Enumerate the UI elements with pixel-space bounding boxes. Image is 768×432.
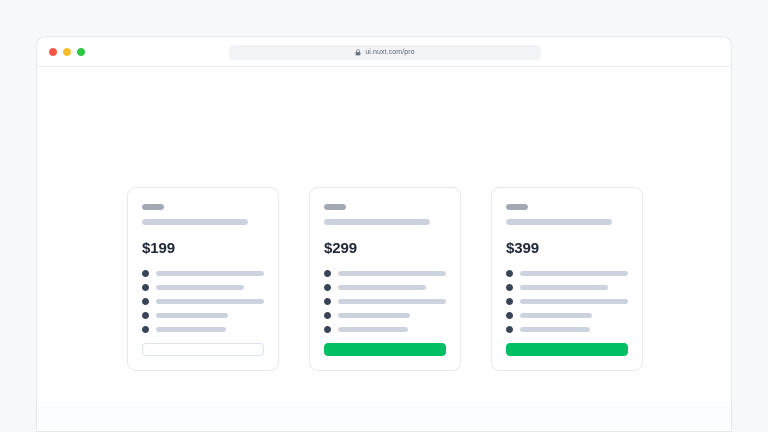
card-feature-item xyxy=(324,269,446,277)
check-dot-icon xyxy=(142,283,149,291)
card-title-skeleton xyxy=(324,204,346,210)
card-feature-skeleton xyxy=(520,284,608,290)
card-cta-button[interactable] xyxy=(506,343,628,356)
card-feature-item xyxy=(324,283,446,291)
check-dot-icon xyxy=(142,325,149,333)
card-feature-list xyxy=(324,269,446,333)
check-dot-icon xyxy=(142,269,149,277)
card-cta-button[interactable] xyxy=(324,343,446,356)
card-feature-item xyxy=(142,311,264,319)
traffic-lights xyxy=(49,48,85,56)
pricing-card[interactable]: $299 xyxy=(309,187,461,371)
browser-chrome: ui.nuxt.com/pro xyxy=(37,37,731,67)
address-bar[interactable]: ui.nuxt.com/pro xyxy=(229,45,541,60)
card-feature-item xyxy=(324,311,446,319)
card-feature-skeleton xyxy=(338,326,408,332)
pricing-card[interactable]: $399 xyxy=(491,187,643,371)
card-feature-skeleton xyxy=(156,326,226,332)
card-feature-item xyxy=(142,297,264,305)
card-subtitle-skeleton xyxy=(324,219,430,225)
pricing-card[interactable]: $199 xyxy=(127,187,279,371)
card-cta-button[interactable] xyxy=(142,343,264,356)
card-feature-skeleton xyxy=(156,270,264,276)
card-feature-item xyxy=(506,297,628,305)
close-window-button[interactable] xyxy=(49,48,57,56)
minimize-window-button[interactable] xyxy=(63,48,71,56)
card-feature-item xyxy=(142,269,264,277)
address-bar-url: ui.nuxt.com/pro xyxy=(365,49,415,56)
card-price: $399 xyxy=(506,240,539,257)
check-dot-icon xyxy=(142,297,149,305)
check-dot-icon xyxy=(324,311,331,319)
card-feature-item xyxy=(142,325,264,333)
card-feature-list xyxy=(506,269,628,333)
maximize-window-button[interactable] xyxy=(77,48,85,56)
card-price: $299 xyxy=(324,240,357,257)
check-dot-icon xyxy=(506,311,513,319)
card-feature-skeleton xyxy=(520,312,592,318)
card-feature-skeleton xyxy=(520,298,628,304)
card-feature-item xyxy=(506,311,628,319)
card-feature-skeleton xyxy=(520,326,590,332)
card-feature-item xyxy=(506,283,628,291)
check-dot-icon xyxy=(324,283,331,291)
card-subtitle-skeleton xyxy=(142,219,248,225)
card-title-skeleton xyxy=(142,204,164,210)
check-dot-icon xyxy=(506,297,513,305)
check-dot-icon xyxy=(506,325,513,333)
card-feature-item xyxy=(324,297,446,305)
card-feature-skeleton xyxy=(156,284,244,290)
check-dot-icon xyxy=(142,311,149,319)
section-divider xyxy=(37,402,731,431)
card-feature-item xyxy=(324,325,446,333)
card-feature-skeleton xyxy=(338,284,426,290)
card-feature-item xyxy=(142,283,264,291)
card-subtitle-skeleton xyxy=(506,219,612,225)
check-dot-icon xyxy=(506,283,513,291)
card-feature-item xyxy=(506,269,628,277)
card-feature-list xyxy=(142,269,264,333)
card-feature-skeleton xyxy=(520,270,628,276)
page-viewport: $199 xyxy=(37,67,731,431)
card-price: $199 xyxy=(142,240,175,257)
card-feature-skeleton xyxy=(338,270,446,276)
card-feature-skeleton xyxy=(338,312,410,318)
card-feature-skeleton xyxy=(338,298,446,304)
card-feature-skeleton xyxy=(156,298,264,304)
pricing-card-list: $199 xyxy=(127,187,643,371)
card-title-skeleton xyxy=(506,204,528,210)
check-dot-icon xyxy=(506,269,513,277)
check-dot-icon xyxy=(324,269,331,277)
card-feature-skeleton xyxy=(156,312,228,318)
browser-window: ui.nuxt.com/pro $199 xyxy=(36,36,732,432)
check-dot-icon xyxy=(324,325,331,333)
card-feature-item xyxy=(506,325,628,333)
lock-icon xyxy=(355,49,361,56)
check-dot-icon xyxy=(324,297,331,305)
